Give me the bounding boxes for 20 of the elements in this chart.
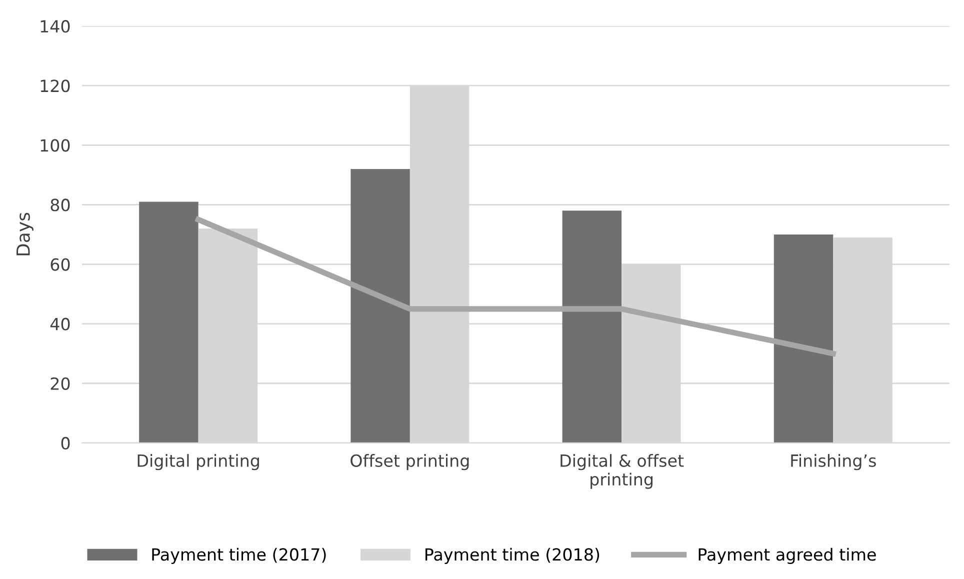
bar (774, 234, 834, 443)
y-tick-label: 120 (40, 80, 70, 92)
y-tick-label: 0 (61, 436, 70, 450)
y-axis-title: Days (16, 212, 34, 256)
y-tick-label: 140 (40, 20, 70, 33)
x-tick-label: Digital printing (138, 454, 259, 470)
y-tick-label: 80 (50, 198, 70, 212)
y-tick-label: 40 (50, 318, 70, 330)
bar (350, 168, 410, 443)
x-tick-label: Offset printing (350, 454, 469, 470)
y-tick-label: 100 (40, 139, 70, 152)
y-tick-label: 60 (50, 258, 70, 271)
x-tick-label: Digital & offset printing (560, 454, 684, 489)
legend-label: Payment time (2018) (426, 548, 600, 564)
bar (139, 202, 198, 443)
bar (562, 210, 622, 443)
y-tick-label: 20 (50, 377, 70, 390)
legend-label: Payment agreed time (698, 548, 876, 564)
x-tick-label: Finishing’s (791, 454, 876, 470)
legend-label: Payment time (2017) (152, 548, 326, 564)
